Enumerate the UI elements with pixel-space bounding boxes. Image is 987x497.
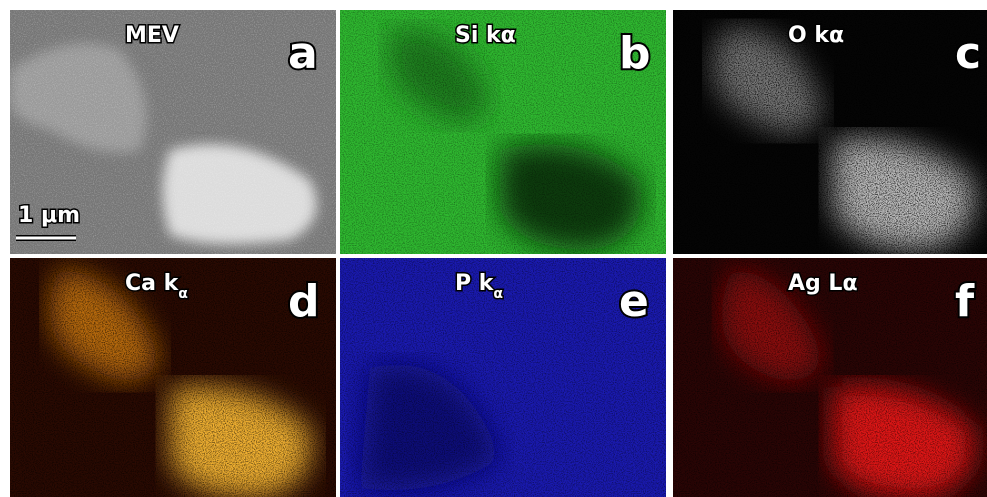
panel-letter: f (955, 276, 975, 327)
panel-title-subscript: α (178, 286, 188, 302)
figure: MEVaSi kαbO kαcCa kαdP kαeAg Lαf1 μm (0, 0, 987, 497)
panel-title-text: Ag Lα (788, 271, 858, 296)
panel-letter: e (619, 276, 649, 327)
panel-title-text: Si kα (455, 23, 516, 48)
panel-letter: c (955, 28, 981, 79)
panel-title-text: MEV (125, 23, 179, 48)
panel-title-text: P k (455, 271, 495, 296)
panel-title: MEV (125, 23, 179, 48)
panel-title-text: O kα (788, 23, 844, 48)
panel-title-text: Ca k (125, 271, 180, 296)
panel-title: Si kα (455, 23, 516, 48)
panel-letter: d (288, 276, 320, 327)
panel-title: Ag Lα (788, 271, 858, 296)
panel-letter: a (288, 28, 318, 79)
panel-letter: b (619, 28, 651, 79)
panel-p (340, 258, 667, 497)
panel-title-subscript: α (493, 286, 503, 302)
panel-title: O kα (788, 23, 844, 48)
scale-bar-label: 1 μm (18, 203, 80, 228)
